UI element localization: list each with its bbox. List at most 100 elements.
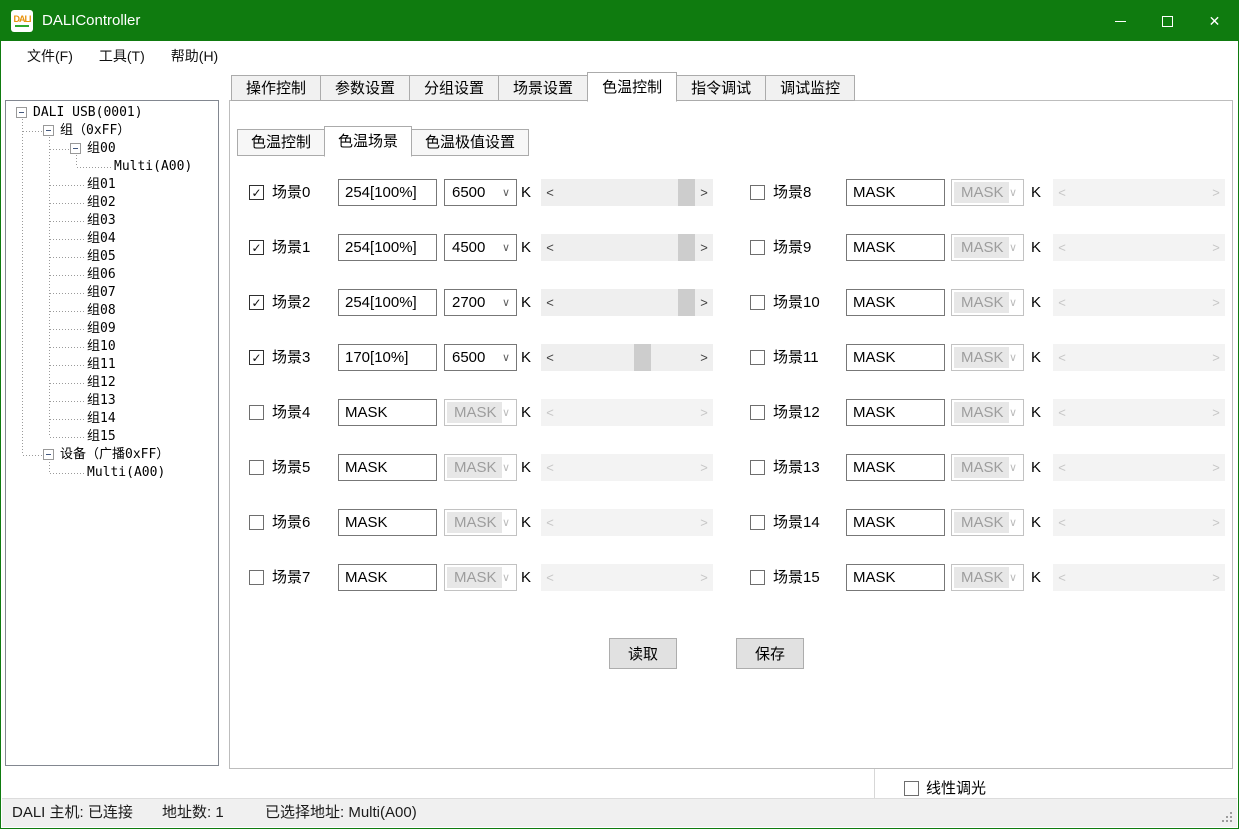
main-tab-0[interactable]: 操作控制 (231, 75, 322, 101)
tree-item[interactable]: 组（0xFF） (6, 122, 218, 140)
scene-scrollbar[interactable]: < > (1053, 234, 1225, 261)
scene-scrollbar[interactable]: < > (1053, 509, 1225, 536)
tree-item[interactable]: 组01 (6, 176, 218, 194)
scene-scrollbar[interactable]: < > (1053, 399, 1225, 426)
main-tab-2[interactable]: 分组设置 (409, 75, 500, 101)
scene-checkbox[interactable] (750, 350, 765, 365)
tree-item[interactable]: 组05 (6, 248, 218, 266)
scene-temp-select[interactable]: 4500 ∨ (444, 234, 517, 261)
scene-checkbox[interactable] (750, 460, 765, 475)
scene-scrollbar[interactable]: < > (1053, 289, 1225, 316)
scroll-right-button[interactable]: > (1212, 185, 1220, 200)
sub-tab-0[interactable]: 色温控制 (237, 129, 326, 156)
tree-item[interactable]: 组00 (6, 140, 218, 158)
tree-item[interactable]: 组07 (6, 284, 218, 302)
scene-checkbox[interactable] (750, 515, 765, 530)
scroll-right-button[interactable]: > (700, 570, 708, 585)
scrollbar-thumb[interactable] (678, 234, 695, 261)
scene-scrollbar[interactable]: < > (541, 179, 713, 206)
scene-level-input[interactable] (338, 289, 437, 316)
scene-level-input[interactable] (338, 564, 437, 591)
scene-temp-select[interactable]: MASK ∨ (951, 179, 1024, 206)
scroll-right-button[interactable]: > (700, 460, 708, 475)
scroll-right-button[interactable]: > (700, 515, 708, 530)
main-tab-3[interactable]: 场景设置 (498, 75, 589, 101)
tree-item[interactable]: Multi(A00) (6, 158, 218, 176)
scroll-left-button[interactable]: < (546, 515, 554, 530)
maximize-button[interactable] (1144, 1, 1191, 41)
scroll-right-button[interactable]: > (700, 185, 708, 200)
scene-checkbox[interactable]: ✓ (249, 185, 264, 200)
scroll-right-button[interactable]: > (1212, 570, 1220, 585)
scene-temp-select[interactable]: MASK ∨ (951, 564, 1024, 591)
minimize-button[interactable] (1097, 1, 1144, 41)
scene-checkbox[interactable] (750, 240, 765, 255)
scene-level-input[interactable] (846, 454, 945, 481)
tree-item[interactable]: 组09 (6, 320, 218, 338)
menu-item-help[interactable]: 帮助(H) (170, 48, 219, 64)
main-tab-1[interactable]: 参数设置 (320, 75, 411, 101)
scene-level-input[interactable] (338, 509, 437, 536)
scene-scrollbar[interactable]: < > (541, 344, 713, 371)
scrollbar-thumb[interactable] (634, 344, 651, 371)
scroll-right-button[interactable]: > (1212, 460, 1220, 475)
linear-dimming-checkbox[interactable] (904, 781, 919, 796)
scroll-right-button[interactable]: > (1212, 240, 1220, 255)
main-tab-5[interactable]: 指令调试 (676, 75, 767, 101)
scene-level-input[interactable] (338, 179, 437, 206)
scene-scrollbar[interactable]: < > (541, 564, 713, 591)
scroll-left-button[interactable]: < (546, 460, 554, 475)
tree-collapse-icon[interactable] (43, 449, 54, 460)
resize-grip[interactable] (1230, 820, 1232, 822)
tree-item[interactable]: 组03 (6, 212, 218, 230)
scene-scrollbar[interactable]: < > (1053, 564, 1225, 591)
scene-level-input[interactable] (846, 509, 945, 536)
tree-item[interactable]: 组11 (6, 356, 218, 374)
scene-temp-select[interactable]: MASK ∨ (951, 234, 1024, 261)
scroll-right-button[interactable]: > (1212, 405, 1220, 420)
scene-checkbox[interactable] (750, 405, 765, 420)
scene-temp-select[interactable]: 6500 ∨ (444, 344, 517, 371)
scroll-left-button[interactable]: < (546, 185, 554, 200)
tree-item[interactable]: 组02 (6, 194, 218, 212)
scroll-left-button[interactable]: < (546, 350, 554, 365)
scene-scrollbar[interactable]: < > (541, 454, 713, 481)
scene-temp-select[interactable]: MASK ∨ (444, 564, 517, 591)
scroll-right-button[interactable]: > (1212, 295, 1220, 310)
scroll-left-button[interactable]: < (546, 405, 554, 420)
scene-level-input[interactable] (846, 344, 945, 371)
scene-checkbox[interactable] (249, 405, 264, 420)
scene-level-input[interactable] (338, 234, 437, 261)
scene-level-input[interactable] (338, 344, 437, 371)
scene-temp-select[interactable]: MASK ∨ (444, 399, 517, 426)
tree-collapse-icon[interactable] (43, 125, 54, 136)
scene-checkbox[interactable]: ✓ (249, 295, 264, 310)
scroll-right-button[interactable]: > (700, 350, 708, 365)
scene-level-input[interactable] (338, 454, 437, 481)
scroll-left-button[interactable]: < (1058, 240, 1066, 255)
scroll-right-button[interactable]: > (1212, 350, 1220, 365)
scene-level-input[interactable] (338, 399, 437, 426)
tree-item[interactable]: 组13 (6, 392, 218, 410)
tree-item[interactable]: 设备（广播0xFF） (6, 446, 218, 464)
tree-item[interactable]: 组06 (6, 266, 218, 284)
scrollbar-thumb[interactable] (678, 179, 695, 206)
tree-item[interactable]: 组04 (6, 230, 218, 248)
menu-item-file[interactable]: 文件(F) (27, 48, 73, 64)
tree-item[interactable]: 组10 (6, 338, 218, 356)
scroll-left-button[interactable]: < (1058, 185, 1066, 200)
scene-level-input[interactable] (846, 289, 945, 316)
scene-scrollbar[interactable]: < > (1053, 179, 1225, 206)
tree-item[interactable]: 组15 (6, 428, 218, 446)
scroll-left-button[interactable]: < (1058, 295, 1066, 310)
scene-level-input[interactable] (846, 179, 945, 206)
scene-temp-select[interactable]: MASK ∨ (444, 454, 517, 481)
scene-temp-select[interactable]: MASK ∨ (951, 344, 1024, 371)
scene-scrollbar[interactable]: < > (541, 399, 713, 426)
tree-collapse-icon[interactable] (16, 107, 27, 118)
scroll-left-button[interactable]: < (546, 295, 554, 310)
scene-temp-select[interactable]: MASK ∨ (951, 509, 1024, 536)
scroll-right-button[interactable]: > (700, 295, 708, 310)
scene-temp-select[interactable]: MASK ∨ (951, 399, 1024, 426)
scroll-left-button[interactable]: < (1058, 405, 1066, 420)
